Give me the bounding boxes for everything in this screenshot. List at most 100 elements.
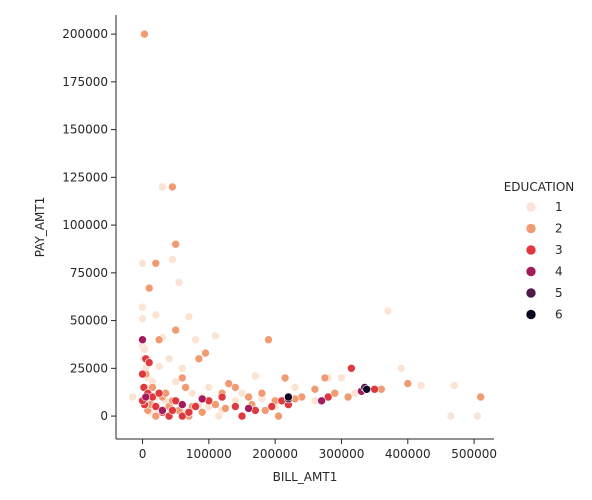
legend-marker-edu-3 bbox=[525, 244, 537, 256]
legend-title: EDUCATION bbox=[504, 180, 575, 194]
data-point-edu-1 bbox=[184, 312, 194, 322]
data-point-edu-2 bbox=[154, 335, 164, 345]
data-point-edu-1 bbox=[211, 331, 220, 341]
data-point-edu-2 bbox=[403, 379, 413, 388]
data-point-edu-2 bbox=[151, 258, 161, 268]
data-point-edu-2 bbox=[148, 383, 157, 392]
data-point-edu-2 bbox=[257, 388, 267, 398]
data-point-edu-1 bbox=[128, 392, 137, 402]
data-point-edu-2 bbox=[330, 388, 340, 398]
data-point-edu-2 bbox=[320, 373, 330, 383]
data-point-edu-4 bbox=[317, 396, 326, 406]
data-point-edu-2 bbox=[274, 411, 283, 421]
data-point-edu-2 bbox=[343, 392, 353, 402]
data-point-edu-1 bbox=[237, 388, 247, 398]
x-tick-label: 400000 bbox=[385, 447, 431, 461]
data-point-edu-1 bbox=[416, 381, 426, 390]
data-point-edu-1 bbox=[473, 411, 482, 421]
data-point-edu-2 bbox=[244, 392, 253, 402]
data-point-edu-3 bbox=[237, 411, 247, 421]
y-tick-label: 175000 bbox=[62, 75, 108, 89]
data-point-edu-1 bbox=[138, 302, 147, 312]
x-ticks: 0 100000 200000 300000 400000 500000 bbox=[139, 439, 497, 461]
data-point-edu-1 bbox=[337, 373, 346, 383]
data-point-edu-2 bbox=[476, 392, 486, 402]
data-point-edu-1 bbox=[140, 344, 149, 354]
data-point-edu-2 bbox=[168, 182, 177, 192]
y-tick-label: 25000 bbox=[70, 361, 108, 375]
data-point-edu-2 bbox=[231, 383, 240, 392]
data-point-edu-1 bbox=[174, 278, 184, 287]
data-point-edu-1 bbox=[158, 182, 167, 192]
data-point-edu-1 bbox=[164, 354, 174, 364]
legend: EDUCATION 1 2 3 4 5 6 bbox=[504, 180, 575, 322]
data-point-edu-3 bbox=[168, 406, 177, 415]
data-point-edu-2 bbox=[221, 404, 230, 413]
data-point-edu-4 bbox=[244, 404, 253, 413]
data-point-edu-1 bbox=[396, 363, 406, 373]
legend-marker-edu-5 bbox=[525, 287, 537, 299]
data-point-edu-1 bbox=[446, 411, 456, 421]
data-point-edu-4 bbox=[138, 335, 147, 345]
data-point-edu-1 bbox=[449, 381, 459, 390]
data-point-edu-2 bbox=[260, 406, 270, 415]
data-point-edu-1 bbox=[168, 255, 177, 264]
x-axis-title: BILL_AMT1 bbox=[273, 470, 338, 484]
data-point-edu-4 bbox=[197, 394, 207, 404]
legend-label-edu-2: 2 bbox=[555, 222, 563, 236]
data-point-edu-1 bbox=[383, 306, 393, 316]
data-point-edu-1 bbox=[154, 362, 164, 371]
data-point-edu-2 bbox=[201, 348, 210, 358]
data-point-edu-2 bbox=[224, 379, 233, 388]
data-point-edu-1 bbox=[290, 383, 300, 392]
data-point-edu-2 bbox=[144, 283, 154, 293]
y-tick-label: 200000 bbox=[62, 27, 108, 41]
x-tick-label: 300000 bbox=[319, 447, 365, 461]
data-point-edu-1 bbox=[251, 371, 260, 381]
data-point-edu-2 bbox=[194, 354, 204, 364]
data-point-edu-2 bbox=[211, 400, 220, 409]
data-point-edu-1 bbox=[178, 363, 187, 373]
data-point-edu-3 bbox=[184, 407, 194, 417]
legend-marker-edu-1 bbox=[525, 201, 537, 213]
data-point-edu-3 bbox=[171, 396, 180, 406]
data-point-edu-2 bbox=[310, 384, 320, 394]
data-point-edu-1 bbox=[188, 388, 197, 398]
data-point-edu-3 bbox=[217, 392, 227, 402]
data-point-edu-1 bbox=[138, 314, 147, 324]
y-tick-label: 100000 bbox=[62, 218, 108, 232]
legend-label-edu-4: 4 bbox=[555, 265, 563, 279]
y-tick-label: 75000 bbox=[70, 266, 108, 280]
y-ticks: 0 25000 50000 75000 100000 125000 150000 175000… bbox=[62, 27, 116, 423]
x-tick-label: 200000 bbox=[252, 447, 298, 461]
data-point-edu-3 bbox=[178, 411, 187, 421]
legend-label-edu-6: 6 bbox=[555, 308, 563, 322]
axes-layer bbox=[115, 15, 494, 440]
data-point-edu-3 bbox=[267, 402, 277, 411]
data-point-edu-2 bbox=[181, 383, 190, 392]
data-point-edu-1 bbox=[151, 310, 161, 320]
legend-label-edu-5: 5 bbox=[555, 286, 563, 300]
data-point-edu-2 bbox=[140, 29, 149, 39]
data-point-edu-4 bbox=[178, 400, 187, 409]
data-point-edu-4 bbox=[141, 392, 151, 402]
data-point-edu-2 bbox=[280, 373, 290, 383]
y-tick-label: 125000 bbox=[62, 170, 108, 184]
data-point-edu-3 bbox=[347, 363, 356, 373]
points-layer bbox=[128, 29, 486, 421]
y-tick-label: 0 bbox=[100, 409, 108, 423]
x-tick-label: 0 bbox=[139, 447, 147, 461]
data-point-edu-1 bbox=[204, 383, 214, 392]
data-point-edu-2 bbox=[171, 325, 180, 335]
data-point-edu-2 bbox=[197, 407, 207, 417]
data-point-edu-3 bbox=[138, 369, 147, 379]
legend-entries: 1 2 3 4 5 6 bbox=[525, 200, 563, 322]
data-point-edu-6 bbox=[284, 392, 293, 402]
data-point-edu-6 bbox=[362, 384, 372, 394]
data-point-edu-1 bbox=[191, 335, 200, 345]
y-tick-label: 50000 bbox=[70, 314, 108, 328]
y-tick-label: 150000 bbox=[62, 123, 108, 137]
data-point-edu-3 bbox=[323, 392, 333, 402]
data-point-edu-3 bbox=[144, 358, 154, 367]
